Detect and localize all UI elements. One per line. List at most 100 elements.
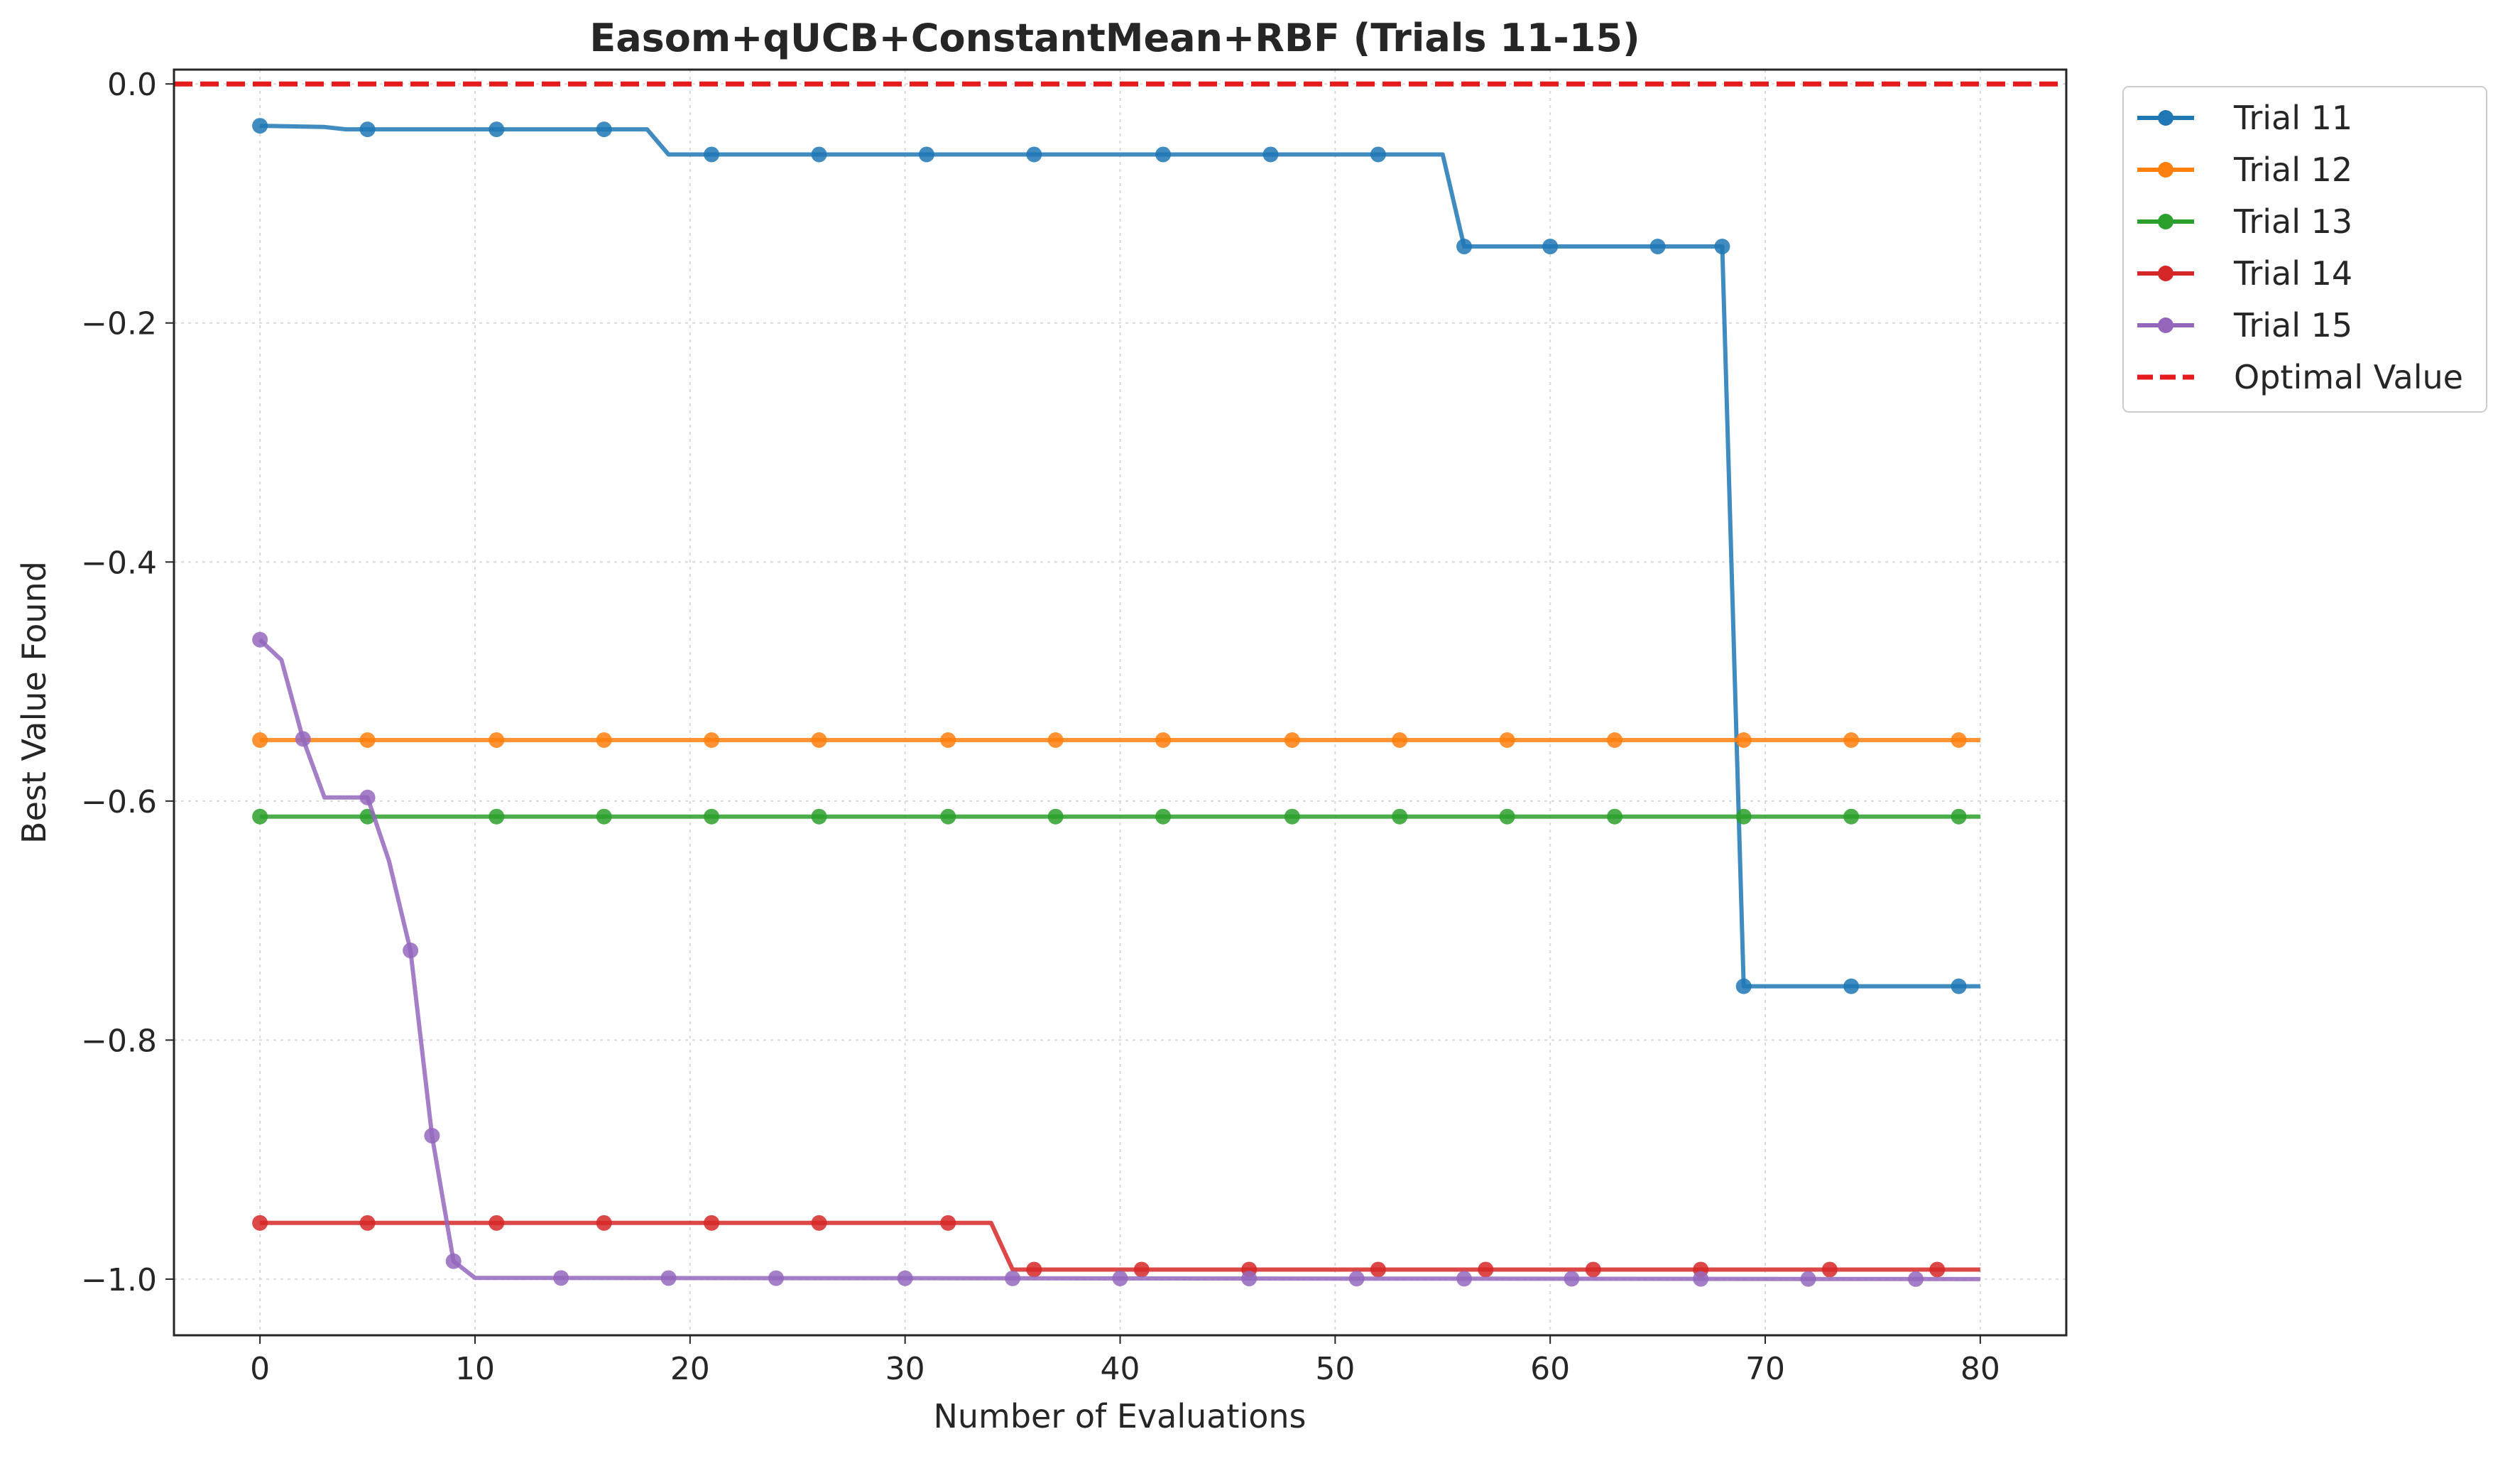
data-point — [1155, 808, 1172, 825]
data-point — [553, 1270, 569, 1286]
series-line — [258, 638, 1980, 1281]
data-point — [1112, 1270, 1128, 1286]
data-point — [897, 1270, 913, 1286]
y-tick-label: −0.8 — [81, 1023, 157, 1059]
data-point — [1607, 732, 1623, 749]
legend-label: Trial 11 — [2233, 99, 2352, 137]
data-point — [1735, 808, 1752, 825]
data-point — [1843, 808, 1860, 825]
data-point — [359, 1215, 376, 1231]
data-point — [811, 146, 827, 163]
y-tick-label: −0.6 — [81, 784, 157, 820]
data-point — [1951, 732, 1967, 749]
legend-label: Trial 13 — [2233, 202, 2352, 241]
data-point — [704, 1215, 720, 1231]
data-point — [1392, 808, 1408, 825]
y-tick-label: −0.2 — [81, 306, 157, 342]
data-point — [359, 121, 376, 138]
data-point — [1284, 808, 1300, 825]
legend-swatch-marker — [2158, 317, 2173, 333]
legend-label: Trial 12 — [2233, 151, 2352, 189]
x-tick-label: 10 — [455, 1351, 495, 1387]
data-point — [489, 1215, 505, 1231]
y-tick-label: −1.0 — [81, 1262, 157, 1298]
data-point — [811, 732, 827, 749]
x-tick-label: 40 — [1101, 1351, 1140, 1387]
data-point — [1005, 1270, 1021, 1286]
data-point — [596, 1215, 612, 1231]
data-point — [1155, 732, 1172, 749]
legend-label: Trial 15 — [2233, 306, 2352, 344]
legend-item: Optimal Value — [2137, 358, 2463, 396]
grid-layer — [174, 70, 2066, 1335]
data-point — [596, 732, 612, 749]
x-tick-label: 50 — [1315, 1351, 1355, 1387]
data-point — [252, 118, 268, 134]
legend-swatch-marker — [2158, 214, 2173, 229]
data-point — [403, 943, 419, 959]
legend-swatch-marker — [2158, 162, 2173, 178]
data-point — [940, 732, 956, 749]
legend-swatch-marker — [2158, 266, 2173, 281]
legend-item: Trial 13 — [2137, 202, 2352, 241]
x-tick-label: 70 — [1745, 1351, 1785, 1387]
x-tick-label: 60 — [1530, 1351, 1570, 1387]
data-point — [1542, 239, 1559, 255]
data-point — [1951, 978, 1967, 994]
data-point — [252, 631, 268, 648]
x-axis-label: Number of Evaluations — [933, 1397, 1306, 1435]
data-point — [918, 146, 934, 163]
data-point — [1348, 1271, 1365, 1287]
data-point — [1047, 808, 1064, 825]
series-trial-15 — [252, 631, 1980, 1287]
data-point — [252, 1215, 268, 1231]
data-point — [1047, 732, 1064, 749]
data-point — [940, 1215, 956, 1231]
data-point — [1370, 146, 1386, 163]
data-point — [1026, 146, 1042, 163]
data-point — [295, 731, 311, 747]
data-point — [1735, 978, 1752, 994]
legend-item: Trial 12 — [2137, 151, 2352, 189]
series-trial-13 — [252, 808, 1980, 825]
data-point — [1564, 1271, 1580, 1287]
data-point — [1262, 146, 1279, 163]
data-point — [1478, 1261, 1494, 1278]
data-point — [1499, 808, 1515, 825]
data-point — [1499, 732, 1515, 749]
data-point — [811, 1215, 827, 1231]
legend-item: Trial 15 — [2137, 306, 2352, 344]
data-point — [1585, 1261, 1601, 1278]
x-tick-label: 30 — [885, 1351, 925, 1387]
data-point — [1821, 1261, 1838, 1278]
series-trial-11 — [252, 118, 1980, 994]
data-point — [596, 808, 612, 825]
legend: Trial 11 Trial 12 Trial 13 Trial 14 Trial 15… — [2122, 86, 2487, 413]
x-tick-label: 0 — [250, 1351, 270, 1387]
data-point — [660, 1270, 677, 1286]
data-point — [1800, 1271, 1816, 1287]
data-point — [1456, 1271, 1473, 1287]
data-point — [1456, 239, 1473, 255]
data-point — [704, 732, 720, 749]
data-point — [1284, 732, 1300, 749]
data-point — [1908, 1271, 1924, 1287]
data-point — [1693, 1271, 1709, 1287]
data-point — [704, 808, 720, 825]
data-point — [1370, 1261, 1386, 1278]
data-point — [1155, 146, 1172, 163]
data-point — [1929, 1261, 1946, 1278]
series-layer — [252, 118, 1980, 1287]
data-point — [489, 121, 505, 138]
legend-item: Trial 14 — [2137, 254, 2352, 293]
data-point — [940, 808, 956, 825]
data-point — [1026, 1261, 1042, 1278]
x-tick-label: 80 — [1960, 1351, 2000, 1387]
chart-title: Easom+qUCB+ConstantMean+RBF (Trials 11-1… — [589, 16, 1640, 60]
data-point — [1607, 808, 1623, 825]
legend-item: Trial 11 — [2137, 99, 2352, 137]
data-point — [1843, 978, 1860, 994]
data-point — [1714, 239, 1730, 255]
data-point — [1649, 239, 1666, 255]
